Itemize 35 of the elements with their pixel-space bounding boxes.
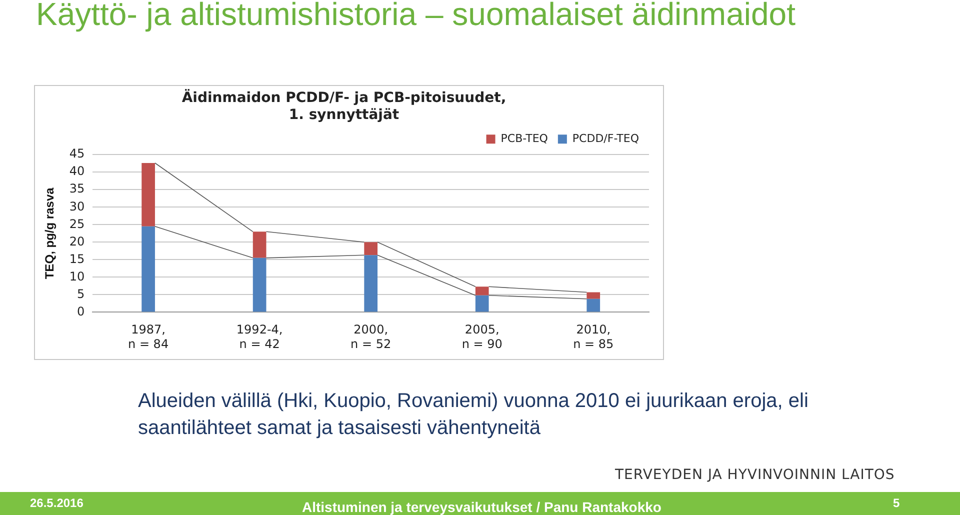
y-tick-label: 5 — [77, 286, 85, 301]
bar — [252, 258, 266, 312]
x-tick-label: 1987, n = 84 — [128, 322, 169, 351]
text: Käyttö- ja altistumishistoria – suomalaiset äidinmaidot — [36, 0, 796, 32]
bar — [142, 163, 155, 226]
y-tick-label: 45 — [69, 146, 85, 161]
text: 5 — [893, 496, 900, 510]
bar — [364, 255, 378, 312]
y-tick-label: 10 — [69, 269, 85, 284]
x-tick-label: 2005, n = 90 — [462, 322, 502, 351]
x-tick-label: 1992-4, n = 42 — [236, 322, 283, 351]
bar — [586, 298, 600, 312]
bar — [586, 292, 600, 299]
y-axis-title: TEQ, pg/g rasva — [42, 187, 57, 280]
text: Alueiden välillä (Hki, Kuopio, Rovaniemi) vuonna 2010 ei juurikaan eroja, eli saantilähteet samat ja tasaisesti vähentyneitä — [138, 389, 810, 441]
bar — [475, 295, 489, 312]
y-tick-label: 25 — [69, 216, 85, 231]
bar — [142, 226, 155, 312]
y-tick-label: 30 — [69, 199, 85, 214]
x-tick-label: 2010, n = 85 — [573, 322, 614, 351]
text: TERVEYDEN JA HYVINVOINNIN LAITOS — [615, 467, 895, 483]
chart-title: Äidinmaidon PCDD/F- ja PCB-pitoisuudet, 1. synnyttäjät — [182, 89, 506, 123]
y-tick-label: 15 — [69, 252, 85, 266]
legend-label: PCB-TEQ — [500, 132, 548, 145]
y-tick-label: 35 — [69, 182, 85, 196]
x-tick-label: 2000, n = 52 — [350, 322, 392, 351]
text: 26.5.2016 — [30, 496, 84, 510]
legend-label: PCDD/F-TEQ — [572, 132, 640, 145]
y-tick-label: 40 — [69, 164, 85, 178]
bar — [252, 232, 266, 258]
bar — [364, 242, 378, 256]
y-tick-label: 20 — [69, 234, 85, 248]
bar — [475, 286, 489, 296]
y-tick-label: 0 — [77, 304, 85, 318]
text: Altistuminen ja terveysvaikutukset / Panu Rantakokko — [302, 499, 662, 515]
